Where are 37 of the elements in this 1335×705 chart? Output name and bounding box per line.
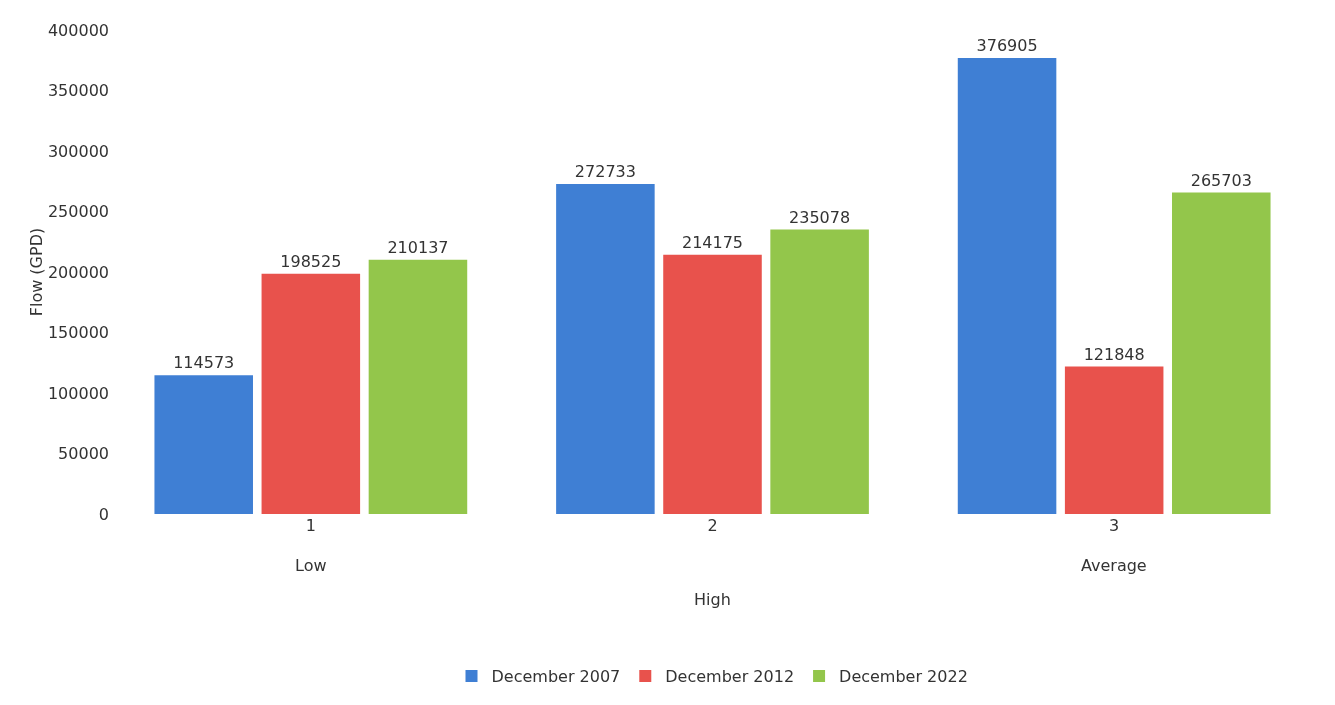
bar xyxy=(663,254,762,514)
data-label: 198525 xyxy=(280,251,342,271)
bar xyxy=(368,259,468,514)
bar xyxy=(1064,366,1164,514)
data-label: 121848 xyxy=(1083,344,1145,364)
x-tick-label: 1 xyxy=(305,516,316,535)
data-label: 235078 xyxy=(789,207,851,227)
x-tick-label: 2 xyxy=(707,516,718,535)
x-tick-label: 3 xyxy=(1109,516,1120,535)
y-tick-label: 50000 xyxy=(58,444,109,464)
bar xyxy=(770,229,869,514)
y-tick-label: 400000 xyxy=(47,20,109,40)
y-tick-label: 250000 xyxy=(47,202,109,222)
data-label: 272733 xyxy=(574,161,636,181)
y-tick-label: 100000 xyxy=(47,383,109,403)
bar xyxy=(154,375,253,514)
data-label: 210137 xyxy=(387,237,449,257)
y-tick-label: 0 xyxy=(98,504,109,524)
bar xyxy=(556,183,655,514)
y-tick-label: 150000 xyxy=(47,323,109,343)
text: High xyxy=(694,590,731,609)
y-tick-label: 300000 xyxy=(47,141,109,161)
bar xyxy=(957,57,1057,514)
legend-label: December 2007 xyxy=(491,667,621,687)
data-label: 114573 xyxy=(173,353,235,373)
text: Average xyxy=(1081,556,1147,575)
data-label: 214175 xyxy=(681,232,744,252)
legend-label: December 2012 xyxy=(665,667,795,687)
y-axis-title: Flow (GPD) xyxy=(26,227,46,317)
y-tick-label: 350000 xyxy=(47,81,109,101)
y-tick-label: 200000 xyxy=(47,262,109,282)
text: Low xyxy=(295,556,327,575)
data-label: 376905 xyxy=(976,35,1038,55)
bar xyxy=(1172,192,1271,514)
data-label: 265703 xyxy=(1190,170,1252,190)
bar xyxy=(261,273,361,514)
legend-label: December 2022 xyxy=(839,667,968,687)
